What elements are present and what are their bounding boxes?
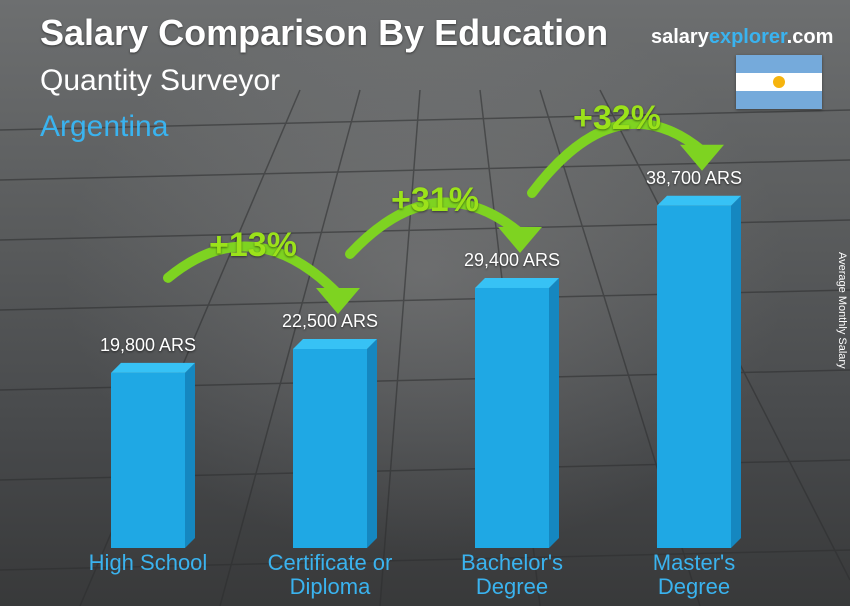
country-name: Argentina xyxy=(40,110,169,143)
increase-arrowhead-2 xyxy=(680,144,724,171)
increase-arrowhead-0 xyxy=(316,288,360,314)
bar-top-2 xyxy=(475,277,559,288)
page-title: Salary Comparison By Education xyxy=(40,12,609,53)
bar-1 xyxy=(293,349,367,548)
job-title: Quantity Surveyor xyxy=(40,64,281,97)
sun-of-may-icon xyxy=(773,76,785,88)
brand-part-explorer: explorer xyxy=(708,26,787,48)
increase-arrow-0 xyxy=(163,241,343,299)
increase-arrow-1 xyxy=(345,197,525,259)
brand-part-salary: salary xyxy=(651,26,709,48)
bar-0 xyxy=(111,372,185,548)
bar-side-0 xyxy=(185,362,195,548)
bar-3 xyxy=(657,205,731,548)
category-label-0: High School xyxy=(88,550,208,575)
bar-top-0 xyxy=(111,362,195,373)
argentina-flag-icon xyxy=(736,55,822,109)
increase-label-2: +32% xyxy=(573,98,661,137)
value-label-1: 22,500 ARS xyxy=(281,311,379,331)
category-label-3: Master's Degree xyxy=(652,550,736,599)
increase-arrow-2 xyxy=(527,118,707,198)
value-label-0: 19,800 ARS xyxy=(99,334,197,355)
value-label-3: 38,700 ARS xyxy=(645,167,743,188)
bar-side-2 xyxy=(549,277,559,548)
value-label-2: 29,400 ARS xyxy=(463,249,561,270)
bar-side-1 xyxy=(367,339,377,548)
bar-side-3 xyxy=(731,195,741,548)
increase-arrowhead-1 xyxy=(498,226,542,253)
bar-top-3 xyxy=(657,195,741,206)
brand-part-domain: .com xyxy=(786,26,834,48)
bar-2 xyxy=(475,287,549,548)
bar-top-1 xyxy=(293,339,377,349)
increase-label-0: +13% xyxy=(209,225,297,264)
brand-logo[interactable]: salaryexplorer.com xyxy=(651,26,833,49)
increase-label-1: +31% xyxy=(391,180,479,219)
category-label-2: Bachelor's Degree xyxy=(460,550,564,599)
category-label-1: Certificate or Diploma xyxy=(267,550,393,599)
